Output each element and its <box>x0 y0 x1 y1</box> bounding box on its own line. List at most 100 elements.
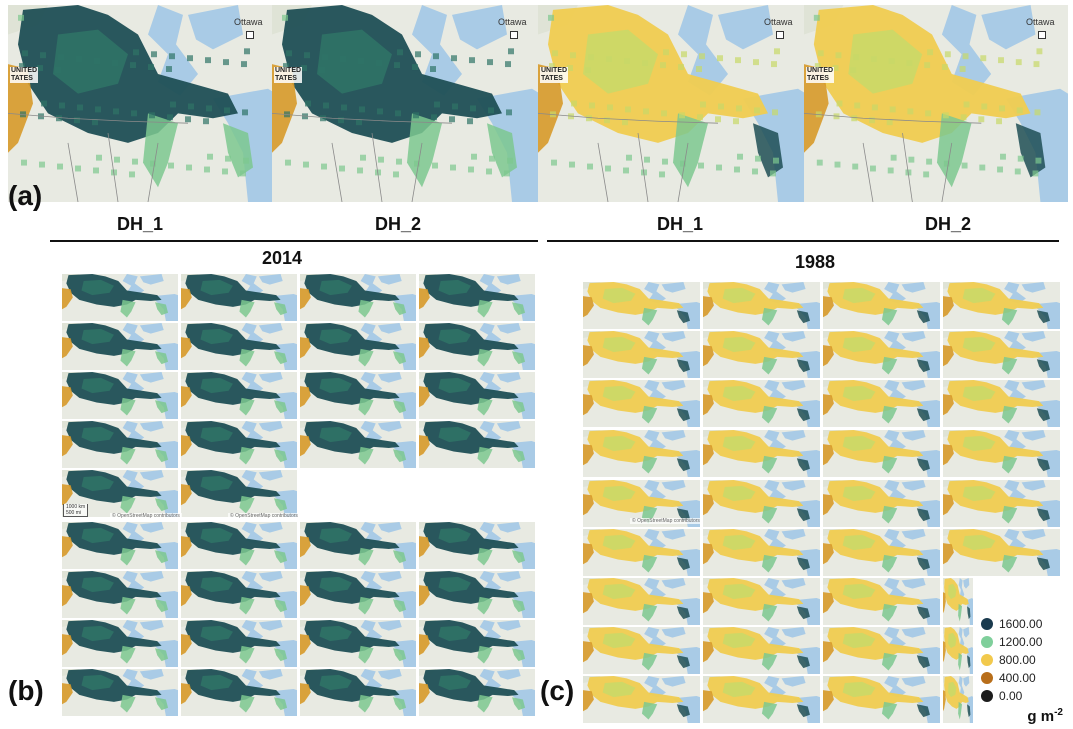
data-cell <box>772 109 778 116</box>
data-region-mid <box>438 328 471 345</box>
data-cell <box>433 53 439 60</box>
data-region-west <box>583 641 594 663</box>
lake-shape <box>764 380 786 402</box>
data-cell <box>548 14 554 21</box>
data-cell <box>832 65 839 71</box>
map-thumbnail <box>703 331 820 378</box>
data-region-mid <box>81 625 114 642</box>
data-region-coast <box>512 400 526 414</box>
data-cell <box>360 154 366 161</box>
data-cell <box>305 100 311 107</box>
data-cell <box>41 100 47 107</box>
data-cell <box>700 101 706 108</box>
data-region-west <box>419 536 430 558</box>
data-cell <box>679 112 685 119</box>
data-region-coast <box>512 302 526 316</box>
data-region-accent <box>358 547 374 566</box>
data-region-coast <box>274 648 288 662</box>
lake-shape <box>781 430 806 441</box>
data-cell <box>188 103 194 110</box>
data-region-accent <box>641 307 658 326</box>
data-region-accent <box>761 603 778 622</box>
data-cell <box>57 163 63 170</box>
data-region-west <box>62 288 73 310</box>
data-cell <box>660 62 666 69</box>
data-region-west <box>300 536 311 558</box>
data-region-accent <box>239 397 255 416</box>
data-region-mid <box>842 287 876 304</box>
data-region-coast <box>796 508 810 522</box>
data-region-accent <box>641 554 658 573</box>
data-region-coast <box>155 498 169 512</box>
data-region-west <box>419 585 430 607</box>
map-thumbnail <box>62 274 178 321</box>
lake-shape <box>139 522 164 533</box>
data-cell <box>813 14 820 21</box>
data-region-west <box>300 337 311 359</box>
data-region-mid <box>722 534 756 551</box>
data-cell <box>570 52 576 59</box>
data-cell <box>488 107 494 114</box>
lake-shape <box>884 282 906 304</box>
data-region-accent <box>958 701 963 720</box>
lake-shape <box>764 578 786 600</box>
data-cell <box>734 166 740 173</box>
data-region-coast <box>676 655 690 669</box>
map-thumbnail <box>823 380 940 427</box>
map-thumbnail <box>823 430 940 477</box>
country-label-line: TATES <box>11 75 33 82</box>
data-region-accent <box>1001 356 1018 375</box>
lake-shape <box>241 669 264 691</box>
data-region-accent <box>239 596 255 615</box>
data-cell <box>129 171 135 178</box>
data-region-mid <box>962 287 996 304</box>
data-region-coast <box>1015 123 1046 178</box>
lake-shape <box>122 620 145 642</box>
data-cell <box>185 116 191 123</box>
lake-shape <box>122 669 145 691</box>
lake-shape <box>781 529 806 540</box>
data-region-coast <box>393 599 407 613</box>
lake-shape <box>139 669 164 680</box>
data-cell <box>999 105 1005 112</box>
lake-shape <box>884 430 906 452</box>
data-region-west <box>804 64 829 153</box>
data-region-coast <box>676 508 690 522</box>
map-thumbnail <box>181 421 297 468</box>
legend-swatch <box>981 690 993 702</box>
data-cell <box>699 53 705 60</box>
lake-shape <box>122 421 145 443</box>
map-thumbnail <box>300 372 416 419</box>
data-region-coast <box>487 123 517 178</box>
data-region-mid <box>319 527 352 544</box>
data-region-mid <box>948 632 957 649</box>
data-region-west <box>181 634 192 656</box>
data-region-mid <box>722 385 756 402</box>
data-region-accent <box>477 299 493 318</box>
data-region-mid <box>319 674 352 691</box>
data-region-accent <box>1001 554 1018 573</box>
data-region-coast <box>393 449 407 463</box>
lake-shape <box>377 620 402 631</box>
data-cell <box>131 110 137 117</box>
data-region-west <box>62 337 73 359</box>
data-region-west <box>823 296 834 318</box>
map-thumbnail <box>943 430 1060 477</box>
data-region-coast <box>676 606 690 620</box>
country-label-line: UNITED <box>807 67 834 74</box>
data-region-accent <box>120 397 136 416</box>
data-region-accent <box>477 547 493 566</box>
data-cell <box>941 64 948 71</box>
state-borders <box>272 112 453 202</box>
data-cell <box>605 165 611 172</box>
data-region-coast <box>916 655 930 669</box>
data-region-mid <box>842 485 876 502</box>
lake-shape <box>1004 529 1026 551</box>
data-region-mid <box>842 534 876 551</box>
data-region-coast <box>753 123 783 178</box>
data-cell <box>112 60 118 67</box>
data-region-west <box>823 641 834 663</box>
map-thumbnail <box>181 274 297 321</box>
data-region-accent <box>120 495 136 514</box>
data-region-mid <box>438 426 471 443</box>
